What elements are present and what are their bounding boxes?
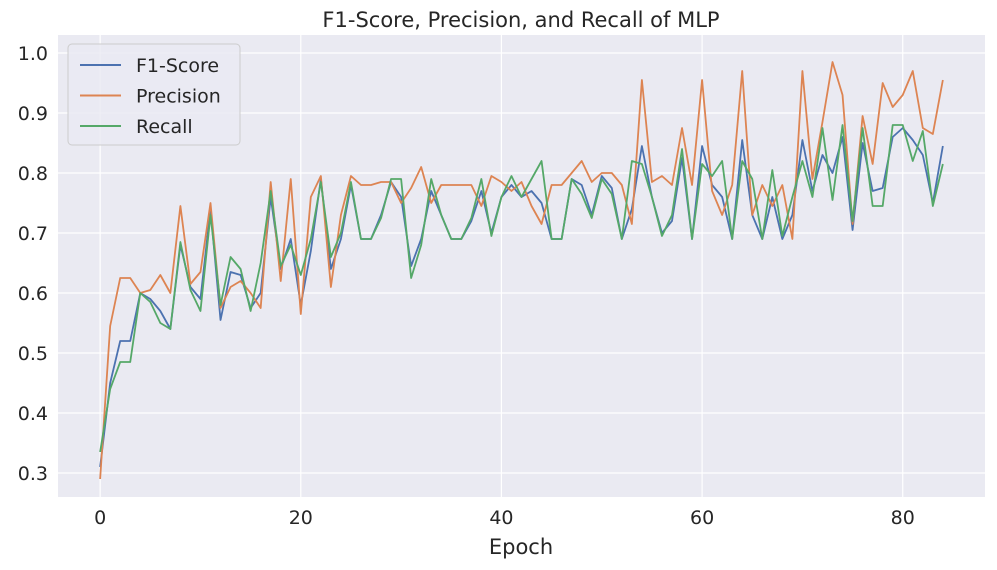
x-tick-label: 60 [690,507,714,529]
y-tick-label: 0.7 [18,223,48,245]
chart-title: F1-Score, Precision, and Recall of MLP [322,8,719,32]
legend-box [67,43,241,146]
x-tick-label: 40 [489,507,513,529]
legend-label-recall: Recall [136,116,193,138]
y-tick-label: 0.3 [18,463,48,485]
series-lines [99,61,944,480]
x-tick-label: 20 [289,507,313,529]
y-tick-label: 0.8 [18,163,48,185]
legend-label-precision: Precision [136,86,221,108]
x-axis-label: Epoch [489,535,553,559]
y-tick-label: 0.9 [18,103,48,125]
y-tick-label: 0.5 [18,343,48,365]
x-tick-label: 0 [94,507,106,529]
y-tick-label: 0.4 [18,403,48,425]
x-tick-label: 80 [891,507,915,529]
legend: F1-Score Precision Recall [67,43,241,146]
y-tick-label: 0.6 [18,283,48,305]
series-line-recall [99,124,944,453]
x-axis-ticks: 0 20 40 60 80 [94,507,915,529]
series-line-precision [99,61,944,480]
y-tick-label: 1.0 [18,43,48,65]
y-axis-ticks: 0.3 0.4 0.5 0.6 0.7 0.8 0.9 1.0 [18,43,48,485]
gridlines [58,35,985,497]
legend-label-f1-score: F1-Score [136,55,219,77]
